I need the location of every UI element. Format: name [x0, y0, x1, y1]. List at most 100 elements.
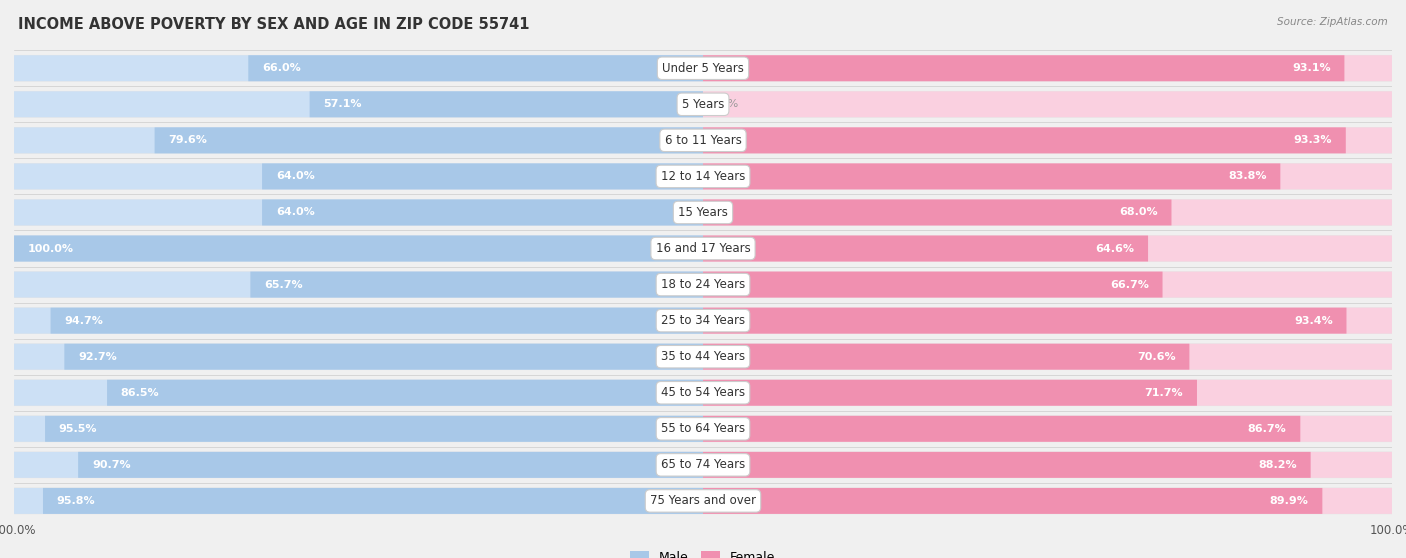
Text: 66.0%: 66.0% [262, 63, 301, 73]
FancyBboxPatch shape [703, 272, 1392, 297]
Text: 64.0%: 64.0% [276, 171, 315, 181]
Text: 79.6%: 79.6% [169, 136, 207, 145]
Text: INCOME ABOVE POVERTY BY SEX AND AGE IN ZIP CODE 55741: INCOME ABOVE POVERTY BY SEX AND AGE IN Z… [18, 17, 530, 32]
FancyBboxPatch shape [703, 92, 1392, 117]
Text: 75 Years and over: 75 Years and over [650, 494, 756, 507]
Text: 100.0%: 100.0% [28, 243, 75, 253]
FancyBboxPatch shape [14, 91, 1392, 118]
FancyBboxPatch shape [703, 272, 1163, 297]
Text: 94.7%: 94.7% [65, 316, 103, 326]
FancyBboxPatch shape [703, 488, 1323, 514]
FancyBboxPatch shape [14, 488, 703, 514]
Text: 93.4%: 93.4% [1294, 316, 1333, 326]
FancyBboxPatch shape [14, 199, 1392, 226]
Text: 70.6%: 70.6% [1137, 352, 1175, 362]
Text: 16 and 17 Years: 16 and 17 Years [655, 242, 751, 255]
FancyBboxPatch shape [14, 416, 703, 442]
FancyBboxPatch shape [703, 55, 1392, 81]
FancyBboxPatch shape [703, 452, 1310, 478]
Text: 68.0%: 68.0% [1119, 208, 1157, 218]
Text: 89.9%: 89.9% [1270, 496, 1309, 506]
FancyBboxPatch shape [703, 307, 1392, 334]
FancyBboxPatch shape [14, 235, 703, 262]
FancyBboxPatch shape [65, 344, 703, 369]
FancyBboxPatch shape [14, 163, 703, 189]
FancyBboxPatch shape [250, 272, 703, 297]
Text: 18 to 24 Years: 18 to 24 Years [661, 278, 745, 291]
Text: Source: ZipAtlas.com: Source: ZipAtlas.com [1277, 17, 1388, 27]
Text: 55 to 64 Years: 55 to 64 Years [661, 422, 745, 435]
FancyBboxPatch shape [14, 271, 1392, 298]
Text: 66.7%: 66.7% [1109, 280, 1149, 290]
FancyBboxPatch shape [14, 488, 1392, 514]
Text: 65 to 74 Years: 65 to 74 Years [661, 458, 745, 472]
FancyBboxPatch shape [14, 344, 703, 369]
Text: 35 to 44 Years: 35 to 44 Years [661, 350, 745, 363]
FancyBboxPatch shape [14, 416, 1392, 442]
Text: 45 to 54 Years: 45 to 54 Years [661, 386, 745, 399]
FancyBboxPatch shape [14, 452, 703, 478]
FancyBboxPatch shape [703, 127, 1346, 153]
FancyBboxPatch shape [14, 127, 703, 153]
Text: 25 to 34 Years: 25 to 34 Years [661, 314, 745, 327]
FancyBboxPatch shape [249, 55, 703, 81]
FancyBboxPatch shape [703, 235, 1149, 262]
FancyBboxPatch shape [45, 416, 703, 442]
FancyBboxPatch shape [14, 92, 703, 117]
FancyBboxPatch shape [703, 344, 1392, 369]
Text: 5 Years: 5 Years [682, 98, 724, 111]
Text: Under 5 Years: Under 5 Years [662, 62, 744, 75]
FancyBboxPatch shape [14, 451, 1392, 478]
FancyBboxPatch shape [703, 307, 1347, 334]
FancyBboxPatch shape [14, 200, 703, 225]
FancyBboxPatch shape [155, 127, 703, 153]
Text: 95.5%: 95.5% [59, 424, 97, 434]
FancyBboxPatch shape [703, 416, 1301, 442]
FancyBboxPatch shape [79, 452, 703, 478]
FancyBboxPatch shape [14, 379, 1392, 406]
FancyBboxPatch shape [703, 488, 1392, 514]
FancyBboxPatch shape [14, 380, 703, 406]
Text: 64.6%: 64.6% [1095, 243, 1135, 253]
Text: 92.7%: 92.7% [79, 352, 117, 362]
FancyBboxPatch shape [14, 343, 1392, 370]
Text: 0.0%: 0.0% [710, 99, 738, 109]
Text: 88.2%: 88.2% [1258, 460, 1296, 470]
FancyBboxPatch shape [703, 55, 1344, 81]
Text: 95.8%: 95.8% [56, 496, 96, 506]
Text: 93.3%: 93.3% [1294, 136, 1331, 145]
FancyBboxPatch shape [107, 380, 703, 406]
Text: 93.1%: 93.1% [1292, 63, 1330, 73]
FancyBboxPatch shape [262, 163, 703, 189]
FancyBboxPatch shape [703, 344, 1189, 369]
FancyBboxPatch shape [703, 127, 1392, 153]
Text: 64.0%: 64.0% [276, 208, 315, 218]
Text: 83.8%: 83.8% [1227, 171, 1267, 181]
FancyBboxPatch shape [44, 488, 703, 514]
FancyBboxPatch shape [262, 200, 703, 225]
Text: 6 to 11 Years: 6 to 11 Years [665, 134, 741, 147]
FancyBboxPatch shape [14, 163, 1392, 190]
FancyBboxPatch shape [14, 307, 703, 334]
Text: 65.7%: 65.7% [264, 280, 302, 290]
FancyBboxPatch shape [703, 416, 1392, 442]
Text: 57.1%: 57.1% [323, 99, 361, 109]
FancyBboxPatch shape [703, 452, 1392, 478]
Legend: Male, Female: Male, Female [626, 546, 780, 558]
FancyBboxPatch shape [703, 163, 1281, 189]
FancyBboxPatch shape [14, 55, 1392, 81]
Text: 15 Years: 15 Years [678, 206, 728, 219]
FancyBboxPatch shape [14, 235, 703, 262]
Text: 86.5%: 86.5% [121, 388, 159, 398]
Text: 86.7%: 86.7% [1247, 424, 1286, 434]
FancyBboxPatch shape [14, 307, 1392, 334]
FancyBboxPatch shape [703, 200, 1171, 225]
FancyBboxPatch shape [14, 127, 1392, 153]
FancyBboxPatch shape [14, 272, 703, 297]
FancyBboxPatch shape [14, 235, 1392, 262]
FancyBboxPatch shape [703, 380, 1392, 406]
Text: 90.7%: 90.7% [91, 460, 131, 470]
Text: 71.7%: 71.7% [1144, 388, 1184, 398]
Text: 12 to 14 Years: 12 to 14 Years [661, 170, 745, 183]
FancyBboxPatch shape [703, 163, 1392, 189]
